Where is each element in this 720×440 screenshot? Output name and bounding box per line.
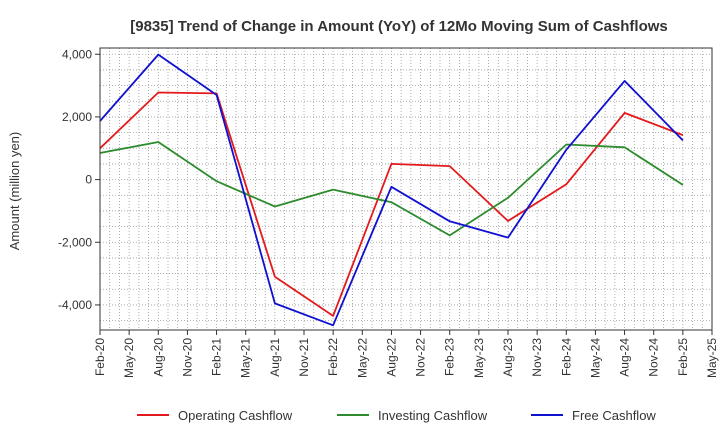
- x-tick-label: Aug-23: [501, 338, 515, 377]
- legend: Operating Cashflow Investing Cashflow Free…: [137, 408, 656, 423]
- x-axis: Feb-20 May-20 Aug-20 Nov-20 Feb-21 May-21 Aug-…: [93, 330, 719, 378]
- x-tick-label: Nov-20: [180, 338, 194, 377]
- legend-label: Free Cashflow: [572, 408, 656, 423]
- x-tick-label: May-20: [122, 338, 136, 378]
- x-tick-label: Nov-24: [647, 338, 661, 377]
- x-tick-label: Feb-23: [443, 338, 457, 376]
- y-tick-label: -2,000: [58, 235, 92, 249]
- x-tick-label: Aug-24: [618, 338, 632, 377]
- x-tick-label: Feb-25: [676, 338, 690, 376]
- y-axis: 4,000 2,000 0 -2,000 -4,000: [58, 47, 100, 312]
- y-tick-label: 4,000: [62, 47, 92, 61]
- x-tick-label: Feb-21: [210, 338, 224, 376]
- x-tick-label: May-24: [588, 338, 602, 378]
- chart-title: [9835] Trend of Change in Amount (YoY) o…: [130, 18, 668, 35]
- plot-frame: [99, 47, 713, 331]
- x-tick-label: Nov-21: [297, 338, 311, 377]
- legend-label: Investing Cashflow: [378, 408, 488, 423]
- legend-label: Operating Cashflow: [178, 408, 293, 423]
- series-line-operating-cashflow: [99, 91, 684, 317]
- x-tick-label: Feb-20: [93, 338, 107, 376]
- y-tick-label: -4,000: [58, 298, 92, 312]
- x-tick-label: May-22: [355, 338, 369, 378]
- x-tick-label: Feb-24: [559, 338, 573, 376]
- x-tick-label: Feb-22: [326, 338, 340, 376]
- grid-lines: [100, 48, 712, 330]
- y-tick-label: 0: [85, 173, 92, 187]
- series-lines: [99, 53, 684, 327]
- y-axis-label: Amount (million yen): [7, 132, 22, 251]
- x-tick-label: Nov-22: [414, 338, 428, 377]
- x-tick-label: Aug-22: [384, 338, 398, 377]
- x-tick-label: May-25: [705, 338, 719, 378]
- x-tick-label: Aug-20: [151, 338, 165, 377]
- x-tick-label: May-21: [239, 338, 253, 378]
- x-tick-label: Aug-21: [268, 338, 282, 377]
- x-tick-label: May-23: [472, 338, 486, 378]
- series-line-free-cashflow: [99, 53, 684, 327]
- series-line-investing-cashflow: [99, 141, 684, 237]
- x-tick-label: Nov-23: [530, 338, 544, 377]
- y-tick-label: 2,000: [62, 110, 92, 124]
